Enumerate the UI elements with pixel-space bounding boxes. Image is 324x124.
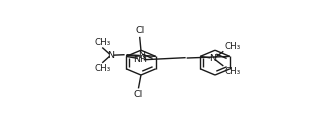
Text: N: N: [138, 51, 145, 60]
Text: N: N: [108, 51, 114, 60]
Text: CH₃: CH₃: [224, 42, 241, 51]
Text: Cl: Cl: [135, 26, 144, 35]
Text: CH₃: CH₃: [224, 67, 241, 76]
Text: N: N: [209, 54, 216, 63]
Text: CH₃: CH₃: [94, 38, 110, 47]
Text: NH: NH: [133, 55, 147, 64]
Text: Cl: Cl: [134, 90, 143, 99]
Text: CH₃: CH₃: [94, 64, 110, 73]
